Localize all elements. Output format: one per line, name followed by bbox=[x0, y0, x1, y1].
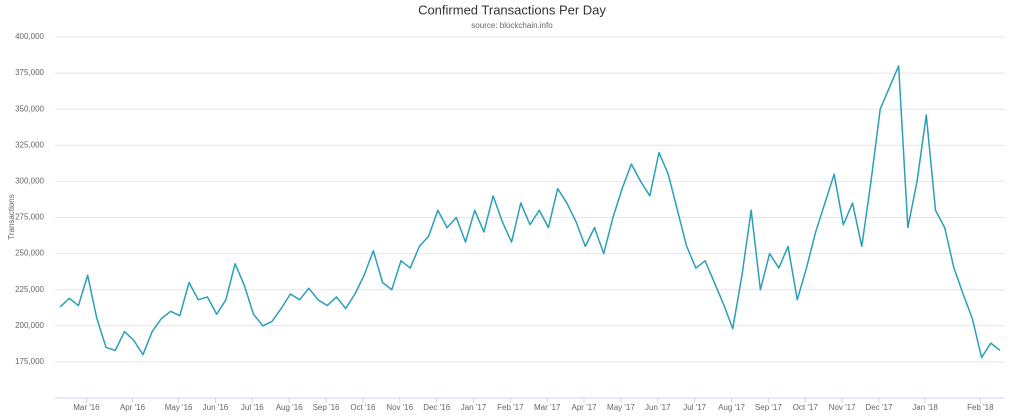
x-tick-label: Mar '17 bbox=[534, 403, 561, 412]
x-tick-label: Apr '17 bbox=[572, 403, 598, 412]
x-tick-label: Aug '16 bbox=[276, 403, 303, 412]
y-tick-label: 325,000 bbox=[15, 140, 44, 149]
chart-title: Confirmed Transactions Per Day bbox=[418, 2, 606, 17]
x-tick-label: Dec '17 bbox=[866, 403, 893, 412]
x-tick-label: Jun '17 bbox=[645, 403, 671, 412]
x-tick-label: May '16 bbox=[165, 403, 193, 412]
x-tick-label: Jun '16 bbox=[203, 403, 229, 412]
y-tick-label: 300,000 bbox=[15, 177, 44, 186]
line-series bbox=[59, 65, 1001, 359]
y-tick-label: 250,000 bbox=[15, 249, 44, 258]
x-tick-label: Sep '16 bbox=[313, 403, 340, 412]
x-tick-label: Aug '17 bbox=[718, 403, 745, 412]
y-tick-label: 350,000 bbox=[15, 104, 44, 113]
y-tick-label: 275,000 bbox=[15, 213, 44, 222]
y-tick-label: 175,000 bbox=[15, 357, 44, 366]
x-tick-label: Jan '18 bbox=[912, 403, 938, 412]
y-tick-label: 225,000 bbox=[15, 285, 44, 294]
x-tick-label: Jul '16 bbox=[241, 403, 264, 412]
x-tick-label: Feb '17 bbox=[497, 403, 524, 412]
chart-subtitle: source: blockchain.info bbox=[471, 21, 553, 30]
x-tick-label: Feb '18 bbox=[967, 403, 994, 412]
x-tick-label: Sep '17 bbox=[755, 403, 782, 412]
x-tick-label: Jan '17 bbox=[461, 403, 487, 412]
x-tick-label: Nov '16 bbox=[386, 403, 413, 412]
x-tick-label: Oct '17 bbox=[793, 403, 819, 412]
x-tick-label: Dec '16 bbox=[423, 403, 450, 412]
x-tick-label: Oct '16 bbox=[350, 403, 376, 412]
x-tick-label: Nov '17 bbox=[829, 403, 856, 412]
x-tick-label: Mar '16 bbox=[73, 403, 100, 412]
x-tick-label: Apr '16 bbox=[120, 403, 146, 412]
x-tick-label: May '17 bbox=[607, 403, 635, 412]
y-axis-label: Transactions bbox=[7, 194, 16, 240]
y-tick-label: 375,000 bbox=[15, 68, 44, 77]
y-tick-label: 400,000 bbox=[15, 32, 44, 41]
x-tick-label: Jul '17 bbox=[683, 403, 706, 412]
y-tick-label: 200,000 bbox=[15, 321, 44, 330]
